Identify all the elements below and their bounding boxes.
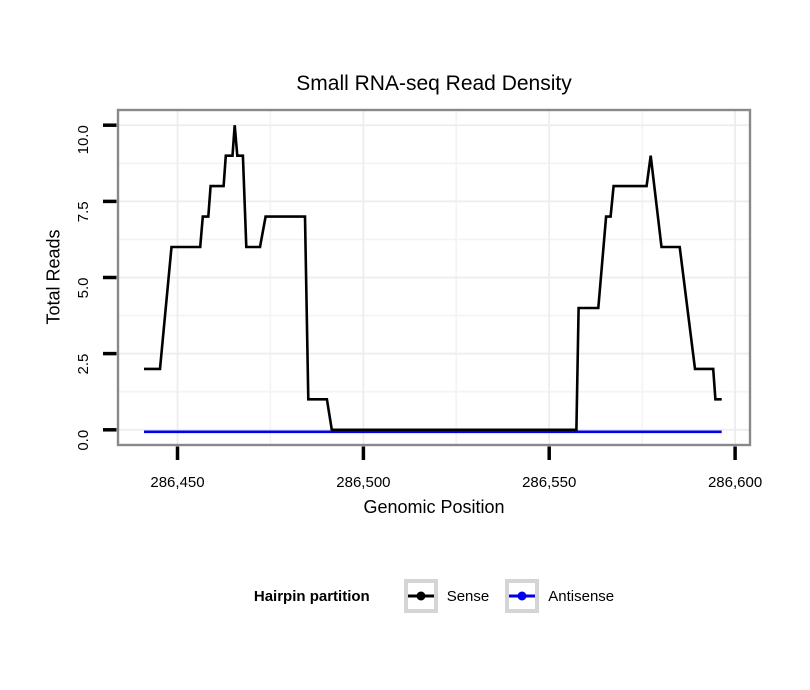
antisense-line-dot-icon [505,579,540,613]
y-tick-label: 5.0 [75,278,92,299]
plot-area: 286,450 286,500 286,550 286,600 0.0 2.5 5.0 7.5… [75,108,762,491]
legend-item-sense: Sense [403,579,490,613]
y-tick-label: 10.0 [75,125,92,154]
y-axis-title: Total Reads [43,229,64,325]
legend: Hairpin partition Sense Antisense [118,579,750,613]
legend-item-antisense: Antisense [505,579,614,613]
sense-series-line [144,125,722,432]
sense-key-glyph [407,591,434,601]
panel-border [116,108,752,447]
x-tick-label: 286,600 [708,474,762,491]
legend-label-antisense: Antisense [548,587,615,605]
x-tick-label: 286,500 [336,474,390,491]
antisense-key-dot [517,591,527,601]
y-tick-label: 7.5 [75,201,92,222]
sense-key-dot [416,591,426,601]
antisense-key-glyph [509,591,536,601]
y-tick-label: 0.0 [75,430,92,451]
x-tick-label: 286,450 [150,474,204,491]
plot-title: Small RNA-seq Read Density [296,72,572,95]
y-tick-label: 2.5 [75,354,92,375]
x-axis-title: Genomic Position [363,497,505,517]
legend-title: Hairpin partition [253,587,370,605]
legend-label-sense: Sense [446,587,490,605]
sense-line-dot-icon [403,579,438,613]
x-tick-label: 286,550 [522,474,576,491]
